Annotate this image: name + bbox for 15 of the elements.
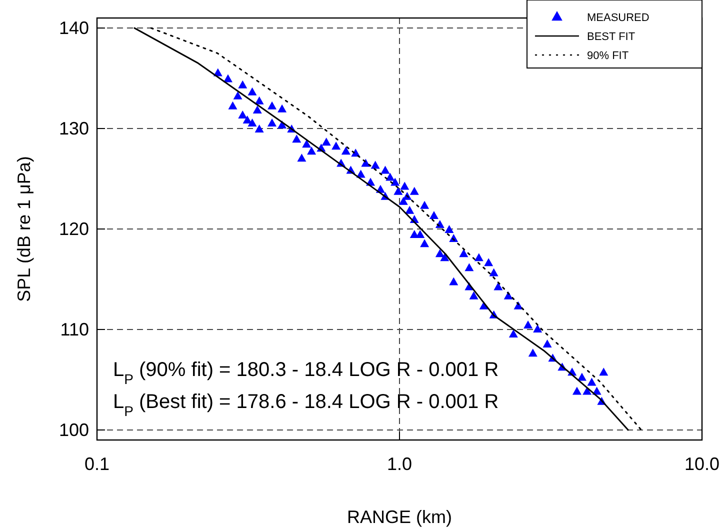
annotation: L$_{P}$ (Best fit) = 178.6 - 18.4 LOG R - 0.001 R bbox=[113, 391, 499, 419]
y-axis-title: SPL (dB re 1 μPa) bbox=[14, 156, 34, 302]
x-axis-title: RANGE (km) bbox=[347, 507, 452, 527]
annotation: L$_{P}$ (90% fit) = 180.3 - 18.4 LOG R - 0.001 R bbox=[113, 359, 499, 387]
x-tick-label: 1.0 bbox=[386, 454, 412, 474]
legend-label: MEASURED bbox=[587, 12, 650, 24]
y-tick-label: 100 bbox=[58, 420, 89, 440]
legend-label: BEST FIT bbox=[587, 31, 636, 43]
x-tick-label: 10.0 bbox=[684, 454, 720, 474]
x-tick-label: 0.1 bbox=[84, 454, 110, 474]
y-tick-label: 110 bbox=[60, 319, 89, 340]
y-tick-label: 120 bbox=[58, 219, 89, 239]
y-tick-label: 130 bbox=[58, 118, 89, 139]
y-tick-label: 140 bbox=[58, 18, 89, 38]
legend-label: 90% FIT bbox=[587, 50, 629, 62]
